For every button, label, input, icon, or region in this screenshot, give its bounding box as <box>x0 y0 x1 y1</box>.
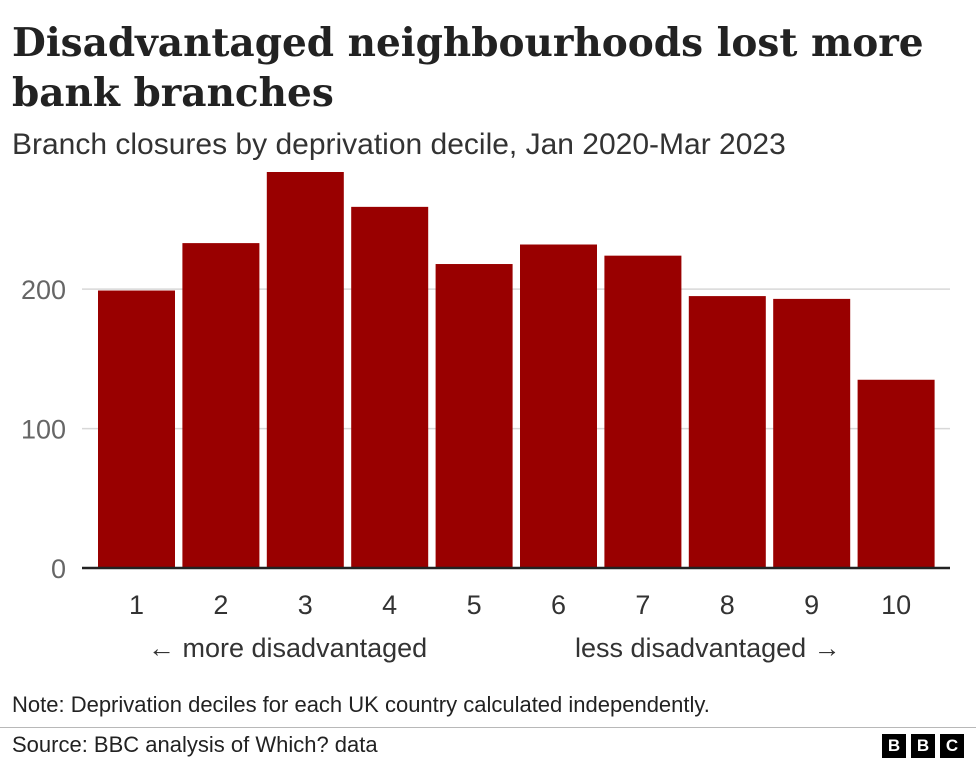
chart-title: Disadvantaged neighbourhoods lost more b… <box>12 20 924 116</box>
footnote: Note: Deprivation deciles for each UK co… <box>12 692 710 717</box>
x-tick-label: 9 <box>804 590 819 620</box>
bar-decile-5 <box>435 264 513 568</box>
bar-decile-2 <box>182 243 260 568</box>
y-tick-label: 100 <box>21 415 66 445</box>
axis-labels: 0 100 200 1 2 3 4 5 6 7 8 9 10 <box>21 275 911 620</box>
x-tick-label: 7 <box>635 590 650 620</box>
bar-decile-9 <box>773 298 851 568</box>
logo-letter-b2: B <box>911 734 935 758</box>
x-tick-label: 3 <box>298 590 313 620</box>
source-credit: Source: BBC analysis of Which? data <box>12 732 378 757</box>
logo-letter-b1: B <box>882 734 906 758</box>
less-disadvantaged-label: less disadvantaged → <box>575 633 841 663</box>
more-disadvantaged-label: ← more disadvantaged <box>148 633 428 663</box>
bar-decile-3 <box>266 172 344 568</box>
y-tick-label: 0 <box>51 554 66 584</box>
bar-decile-7 <box>604 255 682 568</box>
x-tick-label: 6 <box>551 590 566 620</box>
bbc-logo: B B C <box>882 734 964 758</box>
bar-decile-4 <box>351 206 429 568</box>
chart-subtitle: Branch closures by deprivation decile, J… <box>12 128 786 161</box>
x-tick-label: 4 <box>382 590 397 620</box>
bar-decile-8 <box>688 296 766 568</box>
logo-letter-c: C <box>940 734 964 758</box>
bar-decile-1 <box>98 290 175 568</box>
footer-divider <box>0 727 976 728</box>
bars <box>82 172 950 570</box>
bar-decile-10 <box>857 379 935 568</box>
x-tick-label: 2 <box>213 590 228 620</box>
x-tick-label: 8 <box>720 590 735 620</box>
bar-decile-6 <box>520 244 597 568</box>
y-tick-label: 200 <box>21 275 66 305</box>
x-tick-label: 1 <box>129 590 144 620</box>
x-tick-label: 10 <box>881 590 911 620</box>
x-tick-label: 5 <box>467 590 482 620</box>
